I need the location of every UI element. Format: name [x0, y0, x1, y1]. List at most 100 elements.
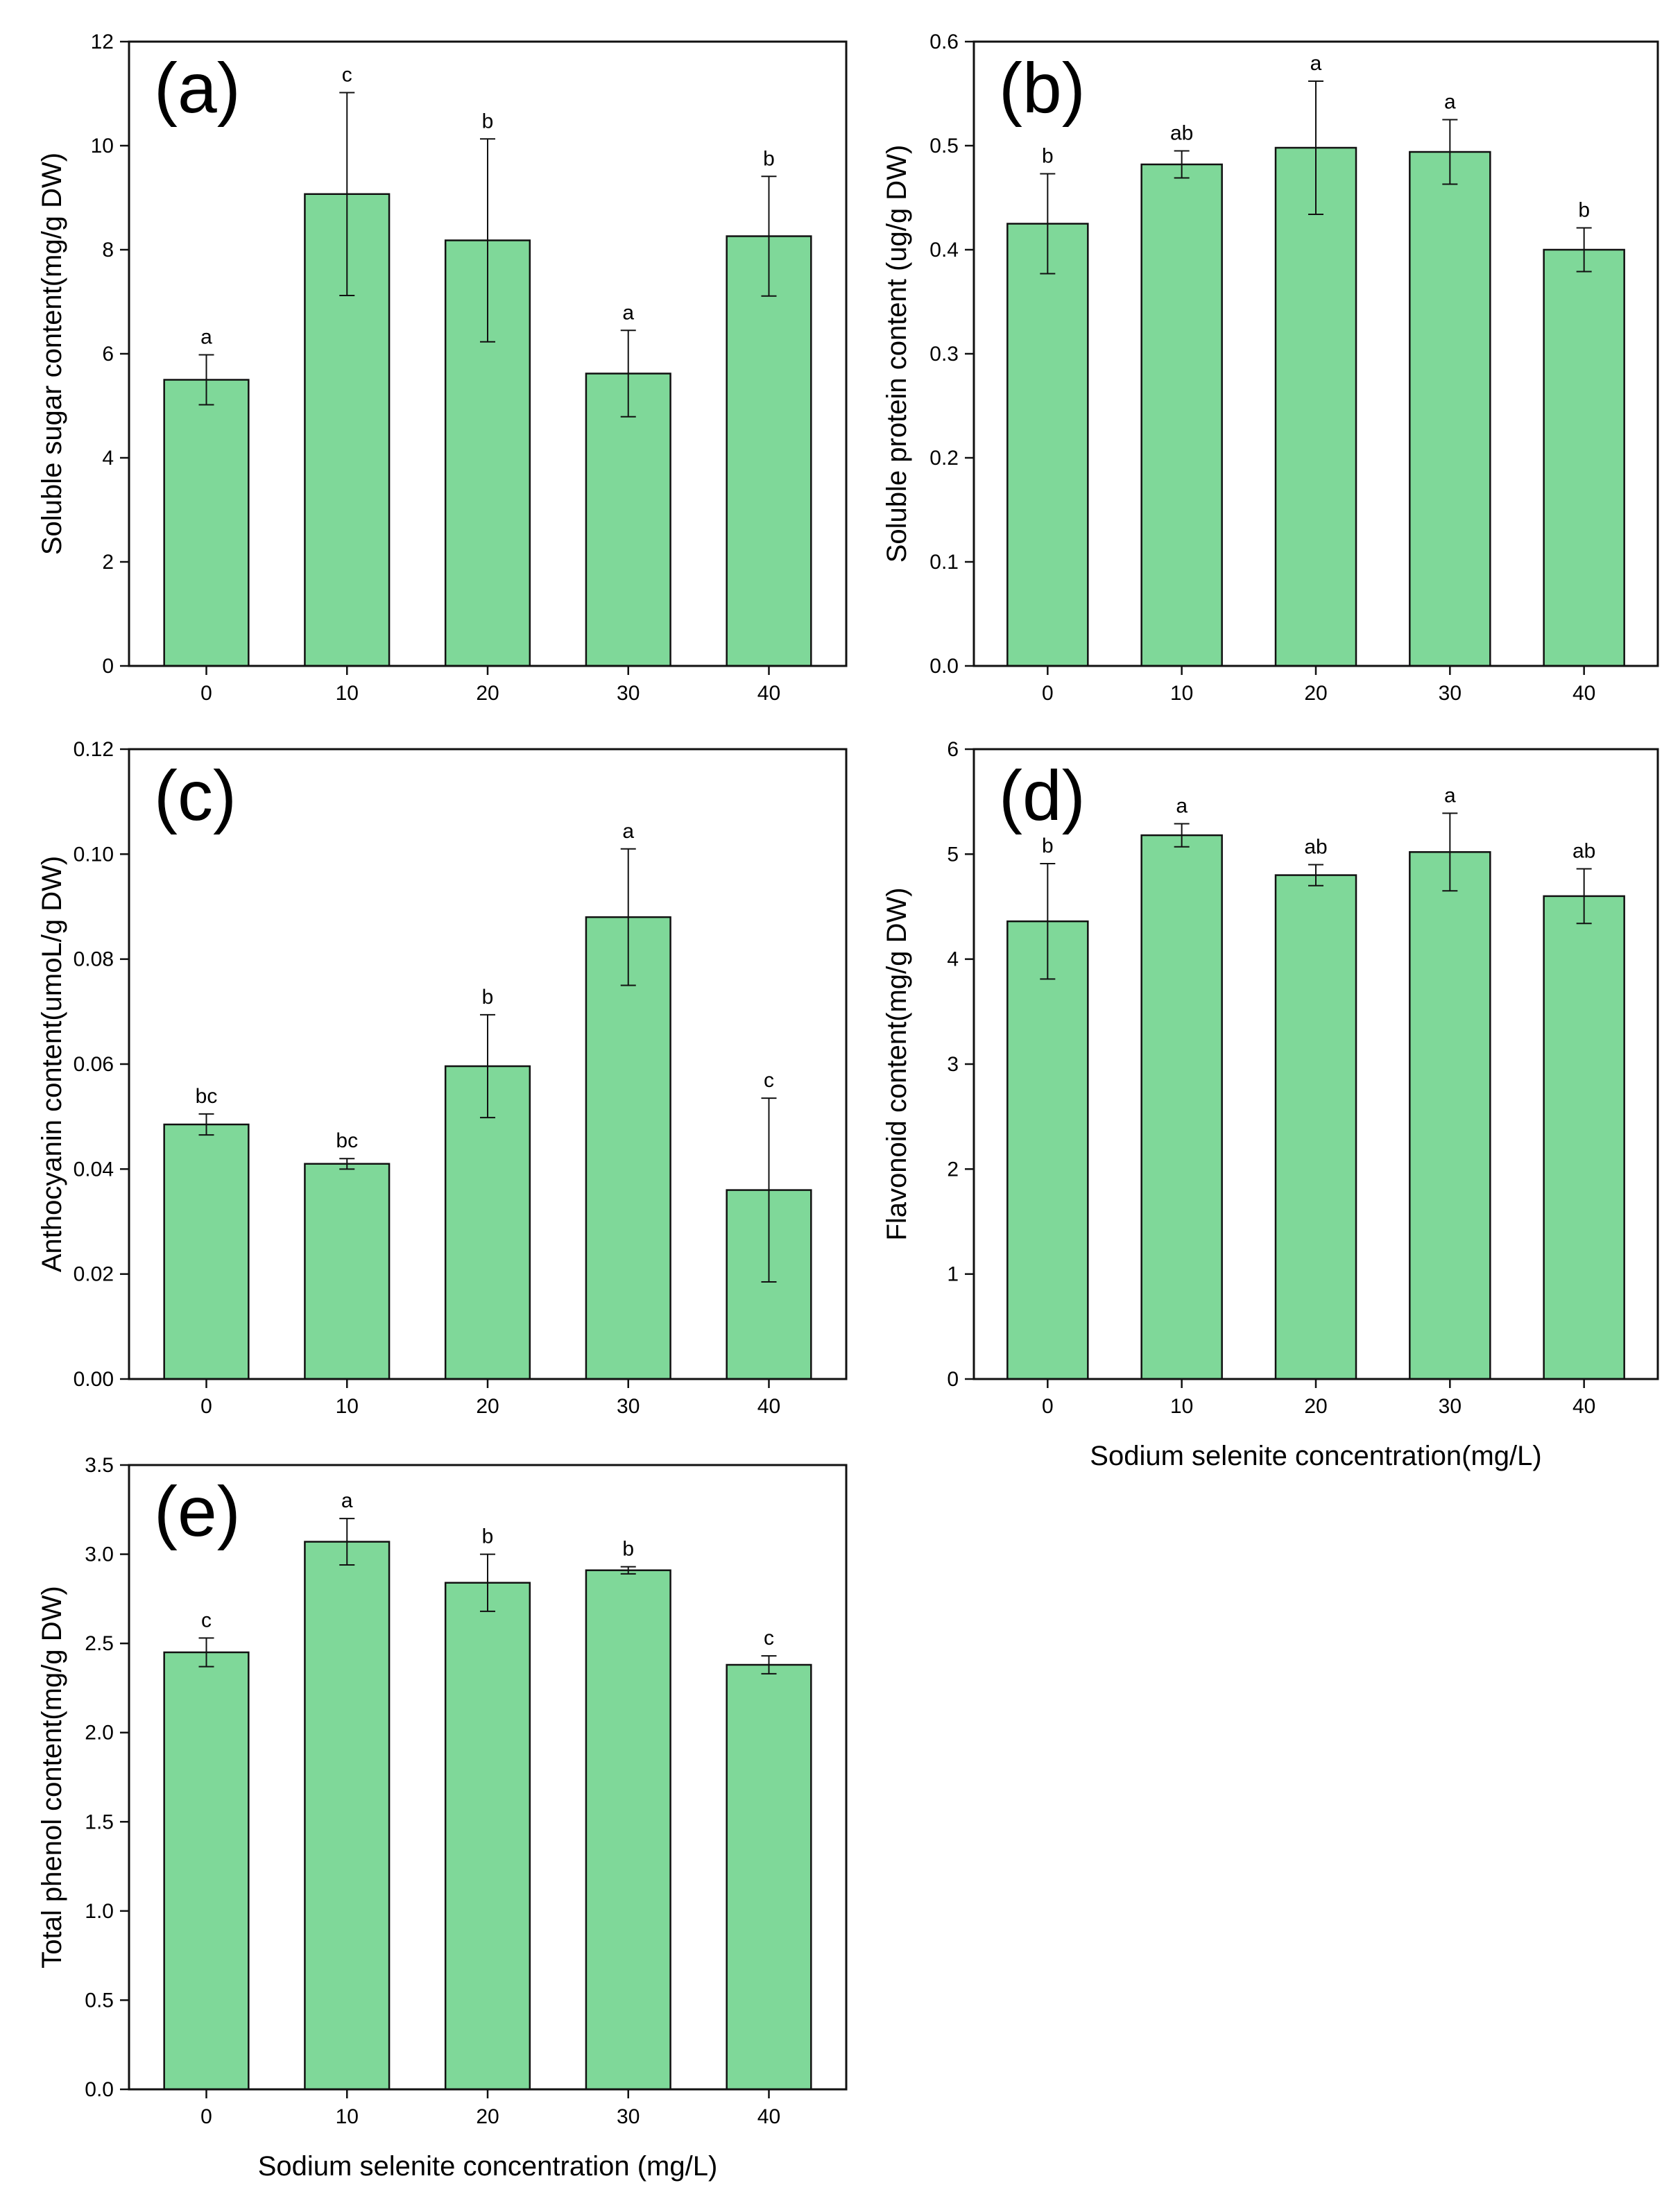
bar-b-40 [1543, 248, 1625, 667]
error-bar-e-20 [480, 1553, 495, 1612]
significance-label-b-20: a [1310, 52, 1322, 75]
bar-d-10 [1140, 834, 1223, 1380]
y-tick-label-c: 0.10 [74, 843, 114, 866]
y-tick-label-e: 2.5 [85, 1632, 114, 1655]
bar-b-30 [1409, 151, 1491, 667]
error-bar-c-20 [480, 1013, 495, 1119]
y-tick-label-b: 0.2 [929, 447, 959, 470]
x-tick-label-c: 0 [200, 1395, 212, 1418]
y-tick-label-d: 2 [947, 1158, 959, 1181]
x-tick-label-a: 20 [476, 682, 499, 705]
panel-label-e: (e) [154, 1472, 241, 1551]
chart-panel-a: a c b a b 0 2 4 6 8 10 12 0 10 20 30 40 Soluble sugar con… [37, 31, 848, 705]
y-tick-label-a: 0 [102, 655, 114, 678]
x-axis-title-e: Sodium selenite concentration (mg/L) [258, 2151, 718, 2182]
significance-label-d-30: a [1444, 784, 1456, 807]
y-tick-label-d: 1 [947, 1263, 959, 1286]
bar-c-20 [444, 1065, 531, 1380]
panel-label-d: (d) [999, 756, 1086, 835]
y-tick-label-e: 0.0 [85, 2078, 114, 2101]
significance-label-e-40: c [764, 1627, 774, 1650]
significance-label-b-0: b [1042, 145, 1054, 168]
y-axis-title-d: Flavonoid content(mg/g DW) [882, 887, 912, 1240]
bar-a-0 [163, 379, 250, 667]
significance-label-d-0: b [1042, 834, 1054, 857]
bar-e-0 [163, 1651, 250, 2091]
bar-a-40 [726, 235, 812, 667]
significance-label-c-20: b [482, 986, 494, 1009]
x-tick-label-a: 0 [200, 682, 212, 705]
significance-label-e-0: c [201, 1609, 212, 1632]
x-tick-label-d: 30 [1439, 1395, 1462, 1418]
chart-panel-c: bc bc b a c 0.00 0.02 0.04 0.06 0.08 0.10 0.12 0 10 20… [37, 738, 848, 1418]
error-bar-a-0 [198, 354, 214, 406]
y-tick-label-e: 3.0 [85, 1543, 114, 1566]
error-bar-c-0 [198, 1113, 214, 1136]
y-tick-label-d: 3 [947, 1053, 959, 1076]
x-tick-label-d: 10 [1170, 1395, 1193, 1418]
bar-e-30 [585, 1569, 671, 2091]
y-tick-label-e: 3.5 [85, 1454, 114, 1477]
y-tick-label-e: 2.0 [85, 1722, 114, 1745]
error-bar-c-30 [620, 848, 636, 986]
error-bar-b-20 [1308, 80, 1323, 215]
significance-label-b-40: b [1578, 199, 1590, 222]
bar-e-10 [304, 1541, 391, 2091]
x-tick-label-a: 30 [617, 682, 640, 705]
error-bar-a-40 [761, 175, 777, 297]
error-bar-a-10 [339, 92, 355, 296]
panel-label-c: (c) [154, 756, 237, 835]
x-tick-label-c: 30 [617, 1395, 640, 1418]
y-tick-label-e: 1.5 [85, 1810, 114, 1833]
x-tick-label-e: 30 [617, 2105, 640, 2128]
bar-b-20 [1274, 146, 1357, 667]
y-tick-label-c: 0.06 [74, 1053, 114, 1076]
error-bar-d-20 [1308, 864, 1323, 887]
x-tick-label-c: 20 [476, 1395, 499, 1418]
bar-e-40 [726, 1663, 812, 2091]
error-bar-b-10 [1174, 150, 1190, 179]
error-bar-d-0 [1040, 862, 1056, 980]
significance-label-e-10: a [341, 1489, 353, 1512]
y-tick-label-c: 0.00 [74, 1368, 114, 1391]
x-tick-label-b: 10 [1170, 682, 1193, 705]
error-bar-e-0 [198, 1637, 214, 1668]
significance-label-d-20: ab [1304, 835, 1327, 858]
y-tick-label-c: 0.04 [74, 1158, 114, 1181]
bar-b-10 [1140, 163, 1223, 667]
bar-d-0 [1006, 920, 1089, 1380]
panel-label-a: (a) [154, 49, 241, 128]
significance-label-a-0: a [200, 326, 212, 349]
significance-label-e-30: b [622, 1538, 634, 1561]
y-tick-label-a: 4 [102, 447, 114, 470]
significance-label-a-30: a [622, 301, 634, 324]
error-bar-a-30 [620, 329, 636, 418]
y-tick-label-c: 0.08 [74, 948, 114, 971]
y-tick-label-b: 0.0 [929, 655, 959, 678]
y-tick-label-c: 0.02 [74, 1263, 114, 1286]
error-bar-b-0 [1040, 173, 1056, 275]
x-tick-label-a: 40 [757, 682, 780, 705]
chart-panel-e: c a b b c 0.0 0.5 1.0 1.5 2.0 2.5 3.0 3.5 0 10 20 30 40 To… [37, 1454, 848, 2182]
bar-d-30 [1409, 851, 1491, 1380]
y-tick-label-c: 0.12 [74, 738, 114, 761]
y-tick-label-b: 0.5 [929, 135, 959, 157]
significance-label-c-30: a [622, 820, 634, 843]
significance-label-b-10: ab [1170, 122, 1193, 145]
error-bar-e-30 [620, 1566, 636, 1575]
error-bar-d-40 [1576, 868, 1592, 925]
x-tick-label-d: 0 [1042, 1395, 1054, 1418]
bar-c-30 [585, 916, 671, 1380]
y-axis-title-c: Anthocyanin content(umoL/g DW) [37, 856, 67, 1272]
y-tick-label-d: 0 [947, 1368, 959, 1391]
bar-c-10 [304, 1163, 391, 1380]
significance-label-c-10: bc [336, 1129, 358, 1152]
y-axis-title-b: Soluble protein content (ug/g DW) [882, 145, 912, 563]
error-bar-c-40 [761, 1097, 777, 1283]
x-tick-label-a: 10 [336, 682, 359, 705]
y-tick-label-b: 0.6 [929, 31, 959, 53]
y-tick-label-d: 4 [947, 948, 959, 971]
y-axis-title-a: Soluble sugar content(mg/g DW) [37, 153, 67, 555]
x-tick-label-e: 10 [336, 2105, 359, 2128]
y-tick-label-b: 0.1 [929, 551, 959, 574]
